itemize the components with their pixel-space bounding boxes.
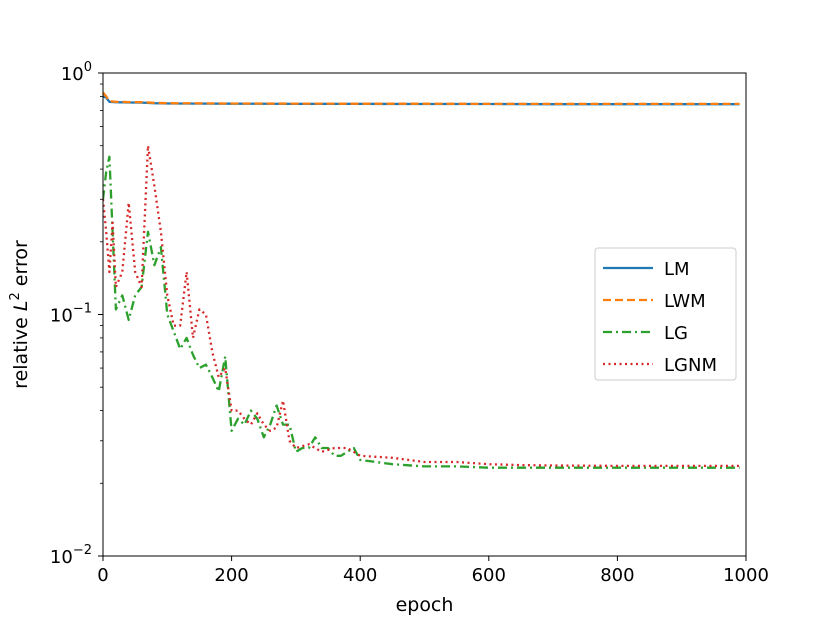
x-tick-label: 200 (214, 565, 248, 586)
legend-label-lgnm: LGNM (664, 355, 717, 376)
x-axis-label: epoch (396, 594, 454, 616)
x-tick-label: 1000 (723, 565, 769, 586)
series-line-lg (103, 155, 740, 469)
x-tick-label: 400 (343, 565, 377, 586)
x-tick-label: 0 (97, 565, 108, 586)
y-axis-label: relative L2 error (8, 240, 32, 389)
x-tick-label: 600 (472, 565, 506, 586)
series-line-lwm (103, 91, 740, 106)
x-tick-label: 800 (600, 565, 634, 586)
series-line-lgnm (103, 144, 740, 468)
legend-label-lwm: LWM (664, 291, 706, 312)
legend-label-lg: LG (664, 323, 688, 344)
legend-box (594, 247, 737, 381)
legend: LM LWM LG LGNM (594, 247, 737, 381)
y-tick-label: 100 (61, 60, 92, 85)
y-tick-label: 10−1 (50, 302, 92, 327)
y-tick-label: 10−2 (50, 543, 92, 568)
legend-label-lm: LM (664, 259, 690, 280)
